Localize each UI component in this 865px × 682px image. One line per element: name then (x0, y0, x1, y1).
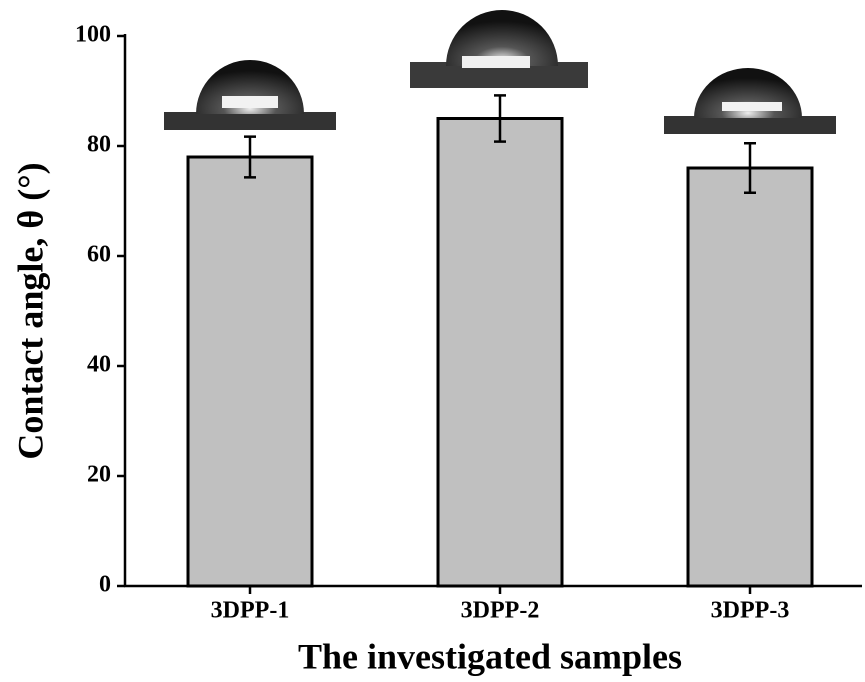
droplet-image (664, 68, 836, 134)
y-tick-label: 20 (87, 462, 111, 488)
x-tick-label: 3DPP-2 (461, 598, 540, 624)
y-tick-label: 0 (99, 572, 111, 598)
bar (686, 166, 814, 588)
y-axis-label: Contact angle, θ (°) (10, 162, 50, 459)
y-tick-label: 100 (75, 22, 111, 48)
bar (186, 155, 314, 588)
y-tick-label: 60 (87, 242, 111, 268)
droplet-image (164, 60, 336, 130)
droplet-image (410, 10, 588, 88)
y-tick-label: 40 (87, 352, 111, 378)
x-tick-label: 3DPP-3 (711, 598, 790, 624)
bar (436, 117, 564, 588)
x-axis-label: The investigated samples (298, 636, 682, 676)
x-tick-label: 3DPP-1 (211, 598, 290, 624)
y-tick-label: 80 (87, 132, 111, 158)
